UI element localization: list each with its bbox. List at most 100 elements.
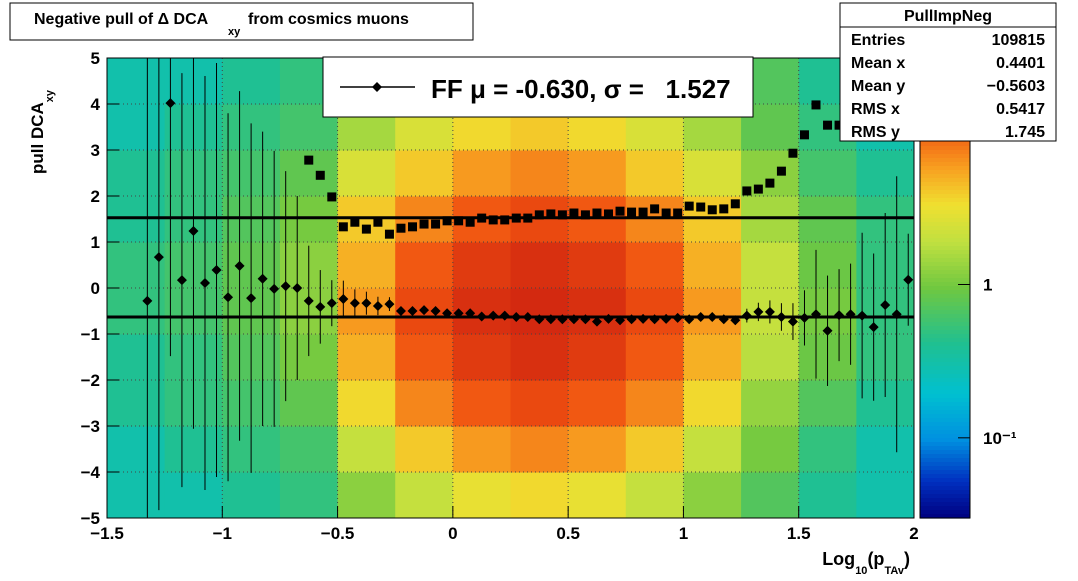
y-tick-label: 1 — [91, 233, 100, 252]
y-tick-label: 5 — [91, 49, 100, 68]
marker-diamond — [407, 306, 418, 316]
marker-diamond — [568, 314, 579, 325]
marker-square — [315, 170, 325, 180]
color-bar-step — [920, 222, 970, 227]
heat-cell — [741, 426, 800, 473]
y-tick-label: −3 — [81, 417, 100, 436]
marker-diamond — [845, 309, 856, 320]
color-bar-step — [920, 314, 970, 319]
marker-square — [361, 224, 371, 234]
heat-cell — [856, 426, 914, 473]
legend: FF μ = -0.630, σ = 1.527 — [322, 56, 754, 118]
x-tick-label: 1.5 — [787, 524, 811, 543]
heat-cell — [625, 288, 684, 335]
heat-cell — [568, 288, 627, 335]
heat-cell — [568, 380, 627, 427]
color-bar-step — [920, 402, 970, 407]
marker-diamond — [591, 316, 602, 327]
marker-square — [707, 205, 717, 215]
color-bar-step — [920, 274, 970, 279]
stats-label: RMS x — [851, 101, 900, 118]
marker-diamond — [811, 309, 822, 320]
heat-cell — [856, 472, 914, 518]
marker-diamond — [903, 274, 914, 285]
marker-square — [408, 222, 418, 232]
x-tick-label: 2 — [909, 524, 918, 543]
stats-value: 109815 — [992, 32, 1045, 49]
heat-cell — [683, 472, 742, 518]
marker-square — [488, 215, 498, 225]
marker-diamond — [857, 310, 868, 321]
color-bar-step — [920, 398, 970, 403]
marker-diamond — [868, 322, 879, 333]
color-bar-step — [920, 358, 970, 363]
color-bar-step — [920, 478, 970, 483]
heat-cell — [337, 380, 396, 427]
marker-square — [603, 209, 613, 219]
y-tick-label: 0 — [91, 279, 100, 298]
heat-cell — [337, 242, 396, 289]
heat-cell — [625, 380, 684, 427]
marker-square — [638, 207, 648, 217]
marker-square — [592, 208, 602, 218]
marker-square — [615, 206, 625, 216]
color-bar-step — [920, 162, 970, 167]
color-bar-step — [920, 310, 970, 315]
heat-cell — [107, 242, 166, 289]
color-bar-step — [920, 498, 970, 503]
heat-cell — [510, 242, 569, 289]
color-bar-step — [920, 394, 970, 399]
heat-cell — [510, 334, 569, 381]
heat-cell — [741, 380, 800, 427]
stats-frame — [839, 2, 1057, 142]
marker-square — [776, 166, 786, 176]
color-bar-step — [920, 354, 970, 359]
marker-square — [673, 208, 683, 218]
marker-diamond — [753, 306, 764, 317]
heat-cell — [337, 472, 396, 518]
y-tick-label: 2 — [91, 187, 100, 206]
marker-diamond — [453, 308, 464, 319]
stats-label: RMS y — [851, 124, 900, 141]
marker-diamond — [799, 312, 810, 323]
color-bar-step — [920, 438, 970, 443]
heat-cell — [741, 242, 800, 289]
stats-label: Entries — [851, 32, 905, 49]
marker-diamond — [649, 314, 660, 325]
marker-diamond — [395, 306, 406, 316]
color-bar-step — [920, 194, 970, 199]
color-bar-step — [920, 262, 970, 267]
marker-square — [719, 204, 729, 214]
color-bar-step — [920, 250, 970, 255]
heat-cell — [107, 426, 166, 473]
color-bar-step — [920, 290, 970, 295]
color-bar-step — [920, 190, 970, 195]
marker-diamond — [269, 283, 280, 294]
marker-square — [811, 100, 821, 110]
color-bar-step — [920, 330, 970, 335]
color-bar-step — [920, 454, 970, 459]
heat-cell — [395, 242, 454, 289]
heat-cell — [683, 334, 742, 381]
marker-diamond — [661, 313, 672, 324]
heat-cell — [798, 472, 857, 518]
heat-cell — [452, 150, 511, 197]
heat-cell — [568, 426, 627, 473]
marker-square — [684, 201, 694, 211]
color-bar-step — [920, 390, 970, 395]
marker-square — [753, 184, 763, 194]
marker-diamond — [787, 316, 798, 327]
stats-value: 0.5417 — [996, 101, 1045, 118]
marker-diamond — [545, 314, 556, 325]
color-bar-step — [920, 182, 970, 187]
y-label-text: pull DCA — [28, 102, 47, 174]
marker-diamond — [199, 277, 210, 288]
color-bar-step — [920, 206, 970, 211]
color-bar-step — [920, 294, 970, 299]
color-bar-step — [920, 198, 970, 203]
x-axis-label: Log10(pTAv) — [822, 549, 910, 576]
marker-diamond — [372, 300, 383, 311]
color-bar-step — [920, 514, 970, 519]
color-bar-step — [920, 486, 970, 491]
